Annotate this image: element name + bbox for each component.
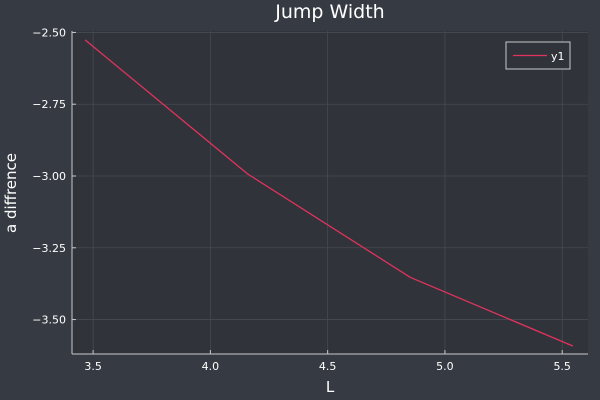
y-tick-label-1: −2.75 <box>32 98 66 111</box>
legend-label-y1: y1 <box>551 50 565 63</box>
x-tick-label-0: 3.5 <box>84 360 102 373</box>
x-tick-label-3: 5.0 <box>436 360 454 373</box>
x-tick-label-1: 4.0 <box>202 360 220 373</box>
x-tick-label-4: 5.5 <box>553 360 571 373</box>
axes <box>71 31 588 355</box>
x-axis-label: L <box>326 378 335 396</box>
y-axis-label: a diffrence <box>2 153 20 233</box>
plot-area <box>72 31 588 354</box>
y-tick-label-0: −2.50 <box>32 26 66 39</box>
ticks: 3.5 4.0 4.5 5.0 5.5 −2.50 −2.75 −3.00 −3.25 −3.50 <box>32 26 571 373</box>
series-line-y1 <box>84 39 574 347</box>
grid <box>72 31 588 354</box>
y-tick-label-2: −3.00 <box>32 170 66 183</box>
series-layer <box>84 39 574 347</box>
y-tick-label-3: −3.25 <box>32 242 66 255</box>
legend: y1 <box>505 41 571 70</box>
x-tick-label-2: 4.5 <box>319 360 337 373</box>
chart-title: Jump Width <box>274 1 384 23</box>
y-tick-label-4: −3.50 <box>32 314 66 327</box>
